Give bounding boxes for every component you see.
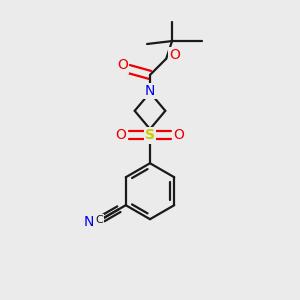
- Text: N: N: [83, 215, 94, 229]
- Text: C: C: [95, 215, 103, 225]
- Text: N: N: [145, 84, 155, 98]
- Text: O: O: [116, 128, 127, 142]
- Text: O: O: [117, 58, 128, 73]
- Text: O: O: [169, 48, 181, 62]
- Text: S: S: [145, 128, 155, 142]
- Text: O: O: [173, 128, 184, 142]
